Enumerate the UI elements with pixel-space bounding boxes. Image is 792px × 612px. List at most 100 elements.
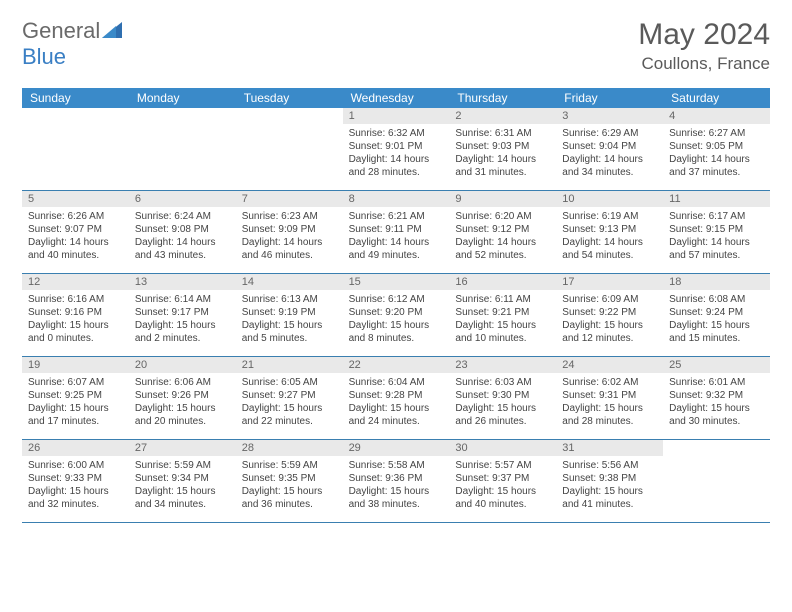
sunset-line: Sunset: 9:26 PM <box>135 389 230 402</box>
day-cell: 16Sunrise: 6:11 AMSunset: 9:21 PMDayligh… <box>449 274 556 356</box>
day-cell: 27 Sunrise: 5:59 AMSunset: 9:34 PMDayligh… <box>129 440 236 522</box>
daylight-line: Daylight: 15 hours and 0 minutes. <box>28 319 123 345</box>
day-cell: 24Sunrise: 6:02 AMSunset: 9:31 PMDayligh… <box>556 357 663 439</box>
sunrise-line: Sunrise: 6:17 AM <box>669 210 764 223</box>
calendar: SundayMondayTuesdayWednesdayThursdayFrid… <box>22 88 770 523</box>
sunset-line: Sunset: 9:08 PM <box>135 223 230 236</box>
day-cell: 17Sunrise: 6:09 AMSunset: 9:22 PMDayligh… <box>556 274 663 356</box>
sunrise-line: Sunrise: 6:11 AM <box>455 293 550 306</box>
page-header: GeneralBlue May 2024 Coullons, France <box>22 18 770 74</box>
day-cell: 3Sunrise: 6:29 AMSunset: 9:04 PMDaylight… <box>556 108 663 190</box>
sunrise-line: Sunrise: 5:59 AM <box>242 459 337 472</box>
day-number: 13 <box>129 274 236 290</box>
empty-cell <box>236 108 343 190</box>
day-cell: 1 Sunrise: 6:32 AMSunset: 9:01 PMDaylight… <box>343 108 450 190</box>
sunrise-line: Sunrise: 6:27 AM <box>669 127 764 140</box>
weekday-header-row: SundayMondayTuesdayWednesdayThursdayFrid… <box>22 88 770 108</box>
daylight-line: Daylight: 15 hours and 10 minutes. <box>455 319 550 345</box>
brand-triangle-icon <box>102 18 122 43</box>
sunrise-line: Sunrise: 6:32 AM <box>349 127 444 140</box>
sunrise-line: Sunrise: 5:59 AM <box>135 459 230 472</box>
day-cell: 18Sunrise: 6:08 AMSunset: 9:24 PMDayligh… <box>663 274 770 356</box>
day-cell: 9Sunrise: 6:20 AMSunset: 9:12 PMDaylight… <box>449 191 556 273</box>
daylight-line: Daylight: 15 hours and 40 minutes. <box>455 485 550 511</box>
day-number: 27 <box>129 440 236 456</box>
sunset-line: Sunset: 9:38 PM <box>562 472 657 485</box>
day-cell: 2Sunrise: 6:31 AMSunset: 9:03 PMDaylight… <box>449 108 556 190</box>
location: Coullons, France <box>638 54 770 74</box>
sunset-line: Sunset: 9:13 PM <box>562 223 657 236</box>
day-cell: 5Sunrise: 6:26 AMSunset: 9:07 PMDaylight… <box>22 191 129 273</box>
calendar-week: 12Sunrise: 6:16 AMSunset: 9:16 PMDayligh… <box>22 274 770 357</box>
sunrise-line: Sunrise: 6:26 AM <box>28 210 123 223</box>
sunset-line: Sunset: 9:34 PM <box>135 472 230 485</box>
sunset-line: Sunset: 9:35 PM <box>242 472 337 485</box>
daylight-line: Daylight: 15 hours and 17 minutes. <box>28 402 123 428</box>
day-cell: 19Sunrise: 6:07 AMSunset: 9:25 PMDayligh… <box>22 357 129 439</box>
sunset-line: Sunset: 9:31 PM <box>562 389 657 402</box>
calendar-weeks: 1Sunrise: 6:32 AMSunset: 9:01 PMDaylight… <box>22 108 770 523</box>
weekday-header: Thursday <box>449 88 556 108</box>
daylight-line: Daylight: 15 hours and 8 minutes. <box>349 319 444 345</box>
daylight-line: Daylight: 14 hours and 43 minutes. <box>135 236 230 262</box>
brand-logo: GeneralBlue <box>22 18 122 70</box>
day-cell: 7Sunrise: 6:23 AMSunset: 9:09 PMDaylight… <box>236 191 343 273</box>
daylight-line: Daylight: 14 hours and 49 minutes. <box>349 236 444 262</box>
sunset-line: Sunset: 9:20 PM <box>349 306 444 319</box>
calendar-week: 1Sunrise: 6:32 AMSunset: 9:01 PMDaylight… <box>22 108 770 191</box>
daylight-line: Daylight: 15 hours and 5 minutes. <box>242 319 337 345</box>
day-cell: 14Sunrise: 6:13 AMSunset: 9:19 PMDayligh… <box>236 274 343 356</box>
sunrise-line: Sunrise: 6:01 AM <box>669 376 764 389</box>
sunrise-line: Sunrise: 6:29 AM <box>562 127 657 140</box>
sunrise-line: Sunrise: 5:56 AM <box>562 459 657 472</box>
daylight-line: Daylight: 14 hours and 28 minutes. <box>349 153 444 179</box>
sunset-line: Sunset: 9:30 PM <box>455 389 550 402</box>
day-number: 1 <box>343 108 450 124</box>
daylight-line: Daylight: 14 hours and 52 minutes. <box>455 236 550 262</box>
daylight-line: Daylight: 15 hours and 36 minutes. <box>242 485 337 511</box>
day-cell: 25Sunrise: 6:01 AMSunset: 9:32 PMDayligh… <box>663 357 770 439</box>
day-cell: 23Sunrise: 6:03 AMSunset: 9:30 PMDayligh… <box>449 357 556 439</box>
day-number: 28 <box>236 440 343 456</box>
day-number: 22 <box>343 357 450 373</box>
daylight-line: Daylight: 15 hours and 28 minutes. <box>562 402 657 428</box>
sunset-line: Sunset: 9:24 PM <box>669 306 764 319</box>
daylight-line: Daylight: 14 hours and 31 minutes. <box>455 153 550 179</box>
daylight-line: Daylight: 15 hours and 26 minutes. <box>455 402 550 428</box>
day-cell: 20Sunrise: 6:06 AMSunset: 9:26 PMDayligh… <box>129 357 236 439</box>
sunset-line: Sunset: 9:09 PM <box>242 223 337 236</box>
sunset-line: Sunset: 9:21 PM <box>455 306 550 319</box>
sunrise-line: Sunrise: 6:20 AM <box>455 210 550 223</box>
sunset-line: Sunset: 9:16 PM <box>28 306 123 319</box>
weekday-header: Friday <box>556 88 663 108</box>
brand-text: GeneralBlue <box>22 18 122 70</box>
sunrise-line: Sunrise: 6:05 AM <box>242 376 337 389</box>
sunset-line: Sunset: 9:19 PM <box>242 306 337 319</box>
sunset-line: Sunset: 9:17 PM <box>135 306 230 319</box>
empty-cell <box>663 440 770 522</box>
daylight-line: Daylight: 15 hours and 12 minutes. <box>562 319 657 345</box>
weekday-header: Tuesday <box>236 88 343 108</box>
day-number: 10 <box>556 191 663 207</box>
sunrise-line: Sunrise: 6:19 AM <box>562 210 657 223</box>
day-number: 20 <box>129 357 236 373</box>
day-number: 17 <box>556 274 663 290</box>
daylight-line: Daylight: 15 hours and 34 minutes. <box>135 485 230 511</box>
day-cell: 12Sunrise: 6:16 AMSunset: 9:16 PMDayligh… <box>22 274 129 356</box>
sunrise-line: Sunrise: 6:21 AM <box>349 210 444 223</box>
day-cell: 21Sunrise: 6:05 AMSunset: 9:27 PMDayligh… <box>236 357 343 439</box>
day-number: 12 <box>22 274 129 290</box>
weekday-header: Wednesday <box>343 88 450 108</box>
sunset-line: Sunset: 9:28 PM <box>349 389 444 402</box>
day-number: 14 <box>236 274 343 290</box>
day-number: 2 <box>449 108 556 124</box>
daylight-line: Daylight: 14 hours and 54 minutes. <box>562 236 657 262</box>
sunrise-line: Sunrise: 6:14 AM <box>135 293 230 306</box>
day-cell: 15Sunrise: 6:12 AMSunset: 9:20 PMDayligh… <box>343 274 450 356</box>
sunrise-line: Sunrise: 6:12 AM <box>349 293 444 306</box>
day-number: 8 <box>343 191 450 207</box>
day-cell: 28 Sunrise: 5:59 AMSunset: 9:35 PMDayligh… <box>236 440 343 522</box>
empty-cell <box>22 108 129 190</box>
sunset-line: Sunset: 9:01 PM <box>349 140 444 153</box>
weekday-header: Monday <box>129 88 236 108</box>
